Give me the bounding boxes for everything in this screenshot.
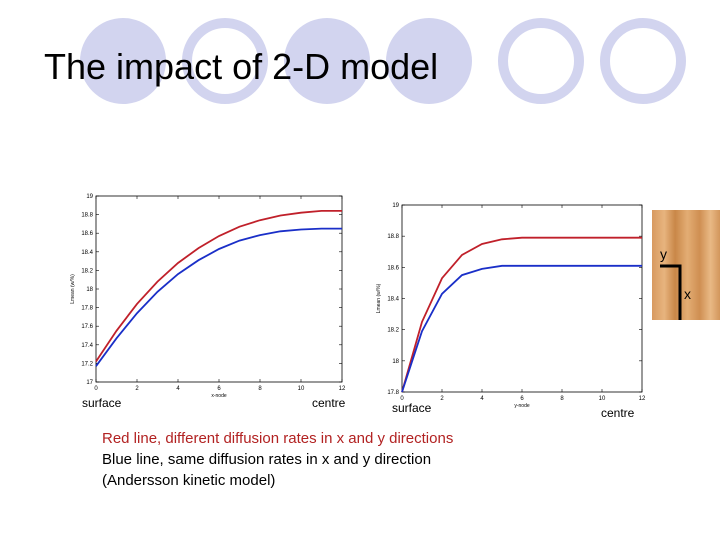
x-tick-label: 12 (339, 386, 346, 392)
x-axis-label: y-node (514, 403, 530, 409)
y-tick-label: 18.8 (387, 234, 399, 240)
y-tick-label: 18.2 (81, 268, 93, 274)
chart1-centre-label: centre (312, 396, 346, 410)
decorative-circle-4 (386, 18, 472, 104)
series-line-blue (95, 227, 342, 367)
y-tick-label: 17.6 (81, 324, 93, 330)
y-tick-label: 18.4 (81, 250, 93, 256)
page-title: The impact of 2-D model (44, 46, 439, 87)
x-tick-label: 2 (440, 396, 444, 402)
x-tick-label: 6 (520, 396, 524, 402)
x-tick-label: 4 (176, 386, 180, 392)
plot-frame (401, 204, 643, 393)
chart2-surface-label: surface (392, 401, 432, 415)
decorative-circle-6 (600, 18, 686, 104)
x-tick-label: 0 (400, 396, 404, 402)
decorative-circle-2 (182, 18, 268, 104)
decorative-circle-5 (498, 18, 584, 104)
y-tick-label: 18.6 (387, 265, 399, 271)
x-tick-label: 10 (599, 396, 606, 402)
y-axis-label: Lmean (w/%) (70, 274, 76, 304)
plot-frame (95, 195, 343, 383)
axis-corner-icon (660, 264, 682, 320)
chart-x-node: 17 17.2 17.4 17.6 17.8 18 18.2 18.4 18.6 18.8 19 0 2… (70, 194, 346, 399)
x-tick-label: 2 (135, 386, 139, 392)
y-tick-label: 18.6 (81, 231, 93, 237)
x-axis-label: x-node (211, 393, 227, 399)
chart-y-node: 17.8 18 18.2 18.4 18.6 18.8 19 0 2 4 6 8 10 12 y-node L… (376, 203, 646, 409)
series-line-red (95, 209, 342, 362)
caption-line-model: (Andersson kinetic model) (102, 472, 276, 489)
y-axis-label: Lmean (w/%) (376, 283, 382, 313)
y-tick-label: 19 (86, 194, 93, 200)
decorative-circle-3 (284, 18, 370, 104)
y-tick-label: 17.8 (81, 306, 93, 312)
x-tick-label: 10 (298, 386, 305, 392)
inset-x-label: x (684, 286, 691, 302)
chart1-surface-label: surface (82, 396, 122, 410)
y-tick-label: 17.4 (81, 343, 93, 349)
caption: Red line, different diffusion rates in x… (102, 428, 453, 491)
y-tick-label: 19 (392, 203, 399, 209)
chart2-centre-label: centre (601, 406, 635, 420)
caption-line-blue: Blue line, same diffusion rates in x and… (102, 451, 432, 468)
y-tick-label: 18 (392, 359, 399, 365)
y-tick-label: 17 (86, 380, 93, 386)
decorative-circle-1 (80, 18, 166, 104)
inset-y-label: y (660, 246, 667, 262)
x-tick-label: 4 (480, 396, 484, 402)
y-tick-label: 17.2 (81, 361, 93, 367)
series-line-blue (401, 264, 642, 393)
y-tick-label: 17.8 (387, 390, 399, 396)
x-tick-label: 8 (560, 396, 564, 402)
x-tick-label: 12 (639, 396, 646, 402)
wood-grain-inset: y x (652, 210, 720, 320)
x-tick-label: 6 (217, 386, 221, 392)
y-tick-label: 18.8 (81, 213, 93, 219)
y-tick-label: 18.2 (387, 328, 399, 334)
x-tick-label: 8 (258, 386, 262, 392)
y-tick-label: 18.4 (387, 297, 399, 303)
series-line-red (401, 236, 642, 393)
caption-line-red: Red line, different diffusion rates in x… (102, 430, 454, 447)
x-tick-label: 0 (94, 386, 98, 392)
y-tick-label: 18 (86, 287, 93, 293)
